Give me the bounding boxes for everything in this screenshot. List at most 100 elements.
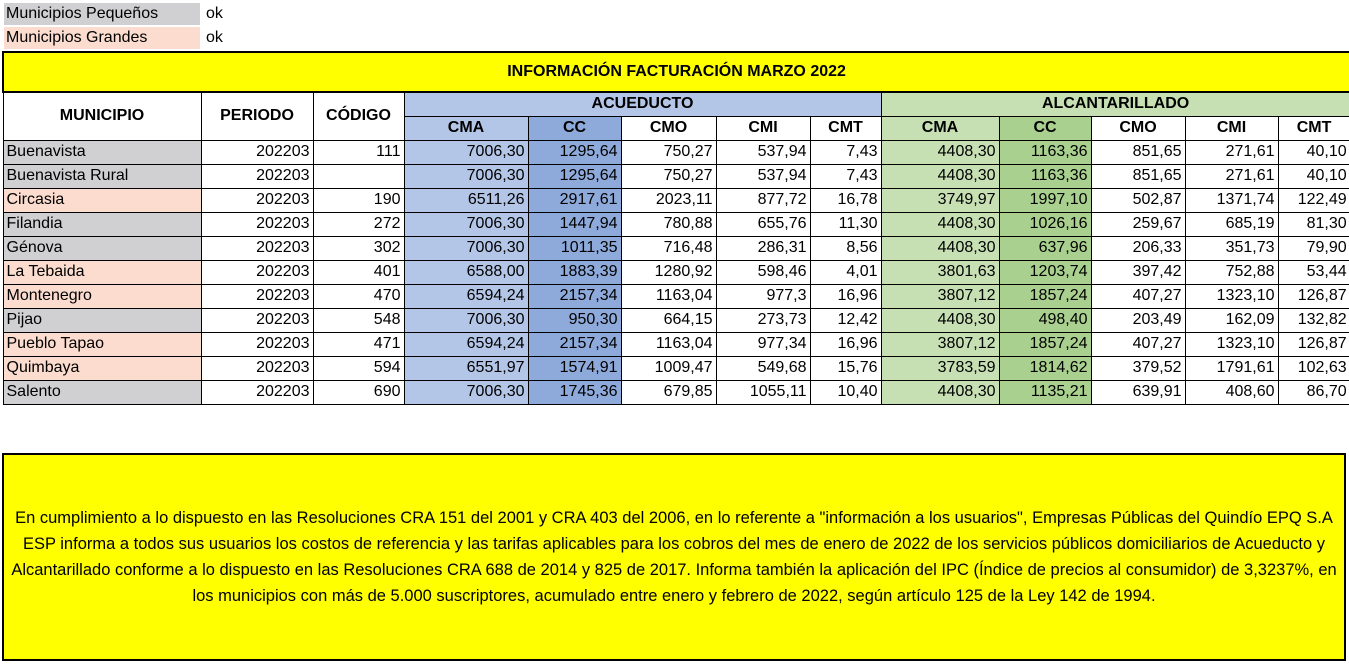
cell-periodo: 202203 bbox=[200, 259, 314, 285]
cell-alc-cma: 3801,63 bbox=[880, 259, 1000, 285]
cell-acu-cmt: 10,40 bbox=[809, 379, 882, 405]
cell-alc-cmt: 132,82 bbox=[1277, 307, 1349, 333]
cell-alc-cmo: 639,91 bbox=[1090, 379, 1186, 405]
cell-alc-cc: 1203,74 bbox=[998, 259, 1092, 285]
table-row: Génova 202203 302 7006,30 1011,35 716,48 286,3… bbox=[2, 235, 1349, 261]
table-row: Buenavista Rural 202203 7006,30 1295,64 750,… bbox=[2, 163, 1349, 189]
cell-municipio: La Tebaida bbox=[2, 259, 202, 285]
cell-acu-cc: 2157,34 bbox=[527, 331, 622, 357]
cell-alc-cma: 3807,12 bbox=[880, 283, 1000, 309]
cell-acu-cmi: 977,3 bbox=[715, 283, 811, 309]
cell-acu-cma: 6594,24 bbox=[403, 331, 529, 357]
cell-acu-cmo: 664,15 bbox=[620, 307, 717, 333]
cell-municipio: Circasia bbox=[2, 187, 202, 213]
cell-acu-cmt: 12,42 bbox=[809, 307, 882, 333]
cell-codigo: 470 bbox=[312, 283, 405, 309]
cell-acu-cmt: 11,30 bbox=[809, 211, 882, 237]
cell-municipio: Quimbaya bbox=[2, 355, 202, 381]
cell-municipio: Pijao bbox=[2, 307, 202, 333]
cell-alc-cc: 498,40 bbox=[998, 307, 1092, 333]
cell-alc-cmo: 851,65 bbox=[1090, 163, 1186, 189]
cell-municipio: Buenavista bbox=[2, 139, 202, 165]
cell-alc-cmo: 851,65 bbox=[1090, 139, 1186, 165]
cell-municipio: Filandia bbox=[2, 211, 202, 237]
cell-acu-cmt: 7,43 bbox=[809, 139, 882, 165]
legend-row-small: Municipios Pequeños ok bbox=[4, 2, 223, 26]
cell-codigo: 401 bbox=[312, 259, 405, 285]
cell-acu-cc: 1447,94 bbox=[527, 211, 622, 237]
table-row: Buenavista 202203 111 7006,30 1295,64 750,27 5… bbox=[2, 139, 1349, 165]
cell-alc-cmi: 685,19 bbox=[1184, 211, 1279, 237]
cell-alc-cmi: 408,60 bbox=[1184, 379, 1279, 405]
cell-alc-cc: 1857,24 bbox=[998, 283, 1092, 309]
cell-acu-cmo: 716,48 bbox=[620, 235, 717, 261]
header-acueducto: ACUEDUCTO bbox=[403, 91, 882, 117]
cell-periodo: 202203 bbox=[200, 235, 314, 261]
header-alcantarillado: ALCANTARILLADO bbox=[880, 91, 1349, 117]
cell-alc-cmi: 351,73 bbox=[1184, 235, 1279, 261]
cell-acu-cmt: 15,76 bbox=[809, 355, 882, 381]
cell-alc-cmt: 122,49 bbox=[1277, 187, 1349, 213]
header-municipio: MUNICIPIO bbox=[2, 91, 202, 141]
cell-alc-cmt: 86,70 bbox=[1277, 379, 1349, 405]
cell-alc-cc: 637,96 bbox=[998, 235, 1092, 261]
cell-acu-cma: 7006,30 bbox=[403, 211, 529, 237]
cell-municipio: Montenegro bbox=[2, 283, 202, 309]
cell-acu-cma: 7006,30 bbox=[403, 379, 529, 405]
notice-box: En cumplimiento a lo dispuesto en las Re… bbox=[2, 453, 1346, 661]
cell-codigo: 272 bbox=[312, 211, 405, 237]
cell-alc-cmo: 206,33 bbox=[1090, 235, 1186, 261]
cell-codigo: 111 bbox=[312, 139, 405, 165]
table-title: INFORMACIÓN FACTURACIÓN MARZO 2022 bbox=[1, 51, 1349, 93]
cell-acu-cma: 7006,30 bbox=[403, 139, 529, 165]
notice-text: En cumplimiento a lo dispuesto en las Re… bbox=[11, 509, 1337, 605]
cell-alc-cma: 4408,30 bbox=[880, 163, 1000, 189]
cell-alc-cc: 1026,16 bbox=[998, 211, 1092, 237]
header-periodo: PERIODO bbox=[200, 91, 314, 141]
cell-alc-cmt: 102,63 bbox=[1277, 355, 1349, 381]
cell-acu-cmt: 16,96 bbox=[809, 331, 882, 357]
legend: Municipios Pequeños ok Municipios Grande… bbox=[4, 2, 223, 50]
cell-alc-cmt: 40,10 bbox=[1277, 163, 1349, 189]
cell-acu-cma: 6588,00 bbox=[403, 259, 529, 285]
cell-alc-cmt: 126,87 bbox=[1277, 283, 1349, 309]
cell-codigo: 190 bbox=[312, 187, 405, 213]
cell-alc-cc: 1997,10 bbox=[998, 187, 1092, 213]
table-row: Pueblo Tapao 202203 471 6594,24 2157,34 1163,… bbox=[2, 331, 1349, 357]
cell-alc-cmt: 81,30 bbox=[1277, 211, 1349, 237]
cell-codigo: 548 bbox=[312, 307, 405, 333]
header-acu-cc: CC bbox=[527, 115, 622, 141]
billing-table: INFORMACIÓN FACTURACIÓN MARZO 2022 MUNIC… bbox=[1, 51, 1349, 405]
cell-acu-cmi: 273,73 bbox=[715, 307, 811, 333]
cell-acu-cc: 1574,91 bbox=[527, 355, 622, 381]
cell-acu-cma: 6551,97 bbox=[403, 355, 529, 381]
cell-alc-cc: 1814,62 bbox=[998, 355, 1092, 381]
cell-alc-cmo: 502,87 bbox=[1090, 187, 1186, 213]
cell-acu-cmo: 780,88 bbox=[620, 211, 717, 237]
cell-alc-cma: 4408,30 bbox=[880, 139, 1000, 165]
cell-codigo: 471 bbox=[312, 331, 405, 357]
cell-periodo: 202203 bbox=[200, 331, 314, 357]
cell-acu-cc: 1295,64 bbox=[527, 139, 622, 165]
cell-acu-cma: 7006,30 bbox=[403, 307, 529, 333]
cell-acu-cc: 1883,39 bbox=[527, 259, 622, 285]
header-alc-cma: CMA bbox=[880, 115, 1000, 141]
cell-alc-cmt: 40,10 bbox=[1277, 139, 1349, 165]
cell-codigo: 594 bbox=[312, 355, 405, 381]
cell-alc-cmt: 53,44 bbox=[1277, 259, 1349, 285]
cell-periodo: 202203 bbox=[200, 379, 314, 405]
cell-acu-cmi: 598,46 bbox=[715, 259, 811, 285]
cell-acu-cmo: 1163,04 bbox=[620, 283, 717, 309]
table-body: Buenavista 202203 111 7006,30 1295,64 750,27 5… bbox=[2, 139, 1349, 405]
cell-periodo: 202203 bbox=[200, 283, 314, 309]
cell-alc-cmo: 203,49 bbox=[1090, 307, 1186, 333]
legend-large-status: ok bbox=[206, 29, 223, 46]
table-row: Quimbaya 202203 594 6551,97 1574,91 1009,47 54… bbox=[2, 355, 1349, 381]
cell-acu-cma: 7006,30 bbox=[403, 163, 529, 189]
cell-alc-cmi: 1371,74 bbox=[1184, 187, 1279, 213]
cell-acu-cmi: 655,76 bbox=[715, 211, 811, 237]
cell-acu-cc: 1295,64 bbox=[527, 163, 622, 189]
cell-alc-cma: 3749,97 bbox=[880, 187, 1000, 213]
cell-codigo: 690 bbox=[312, 379, 405, 405]
cell-municipio: Salento bbox=[2, 379, 202, 405]
